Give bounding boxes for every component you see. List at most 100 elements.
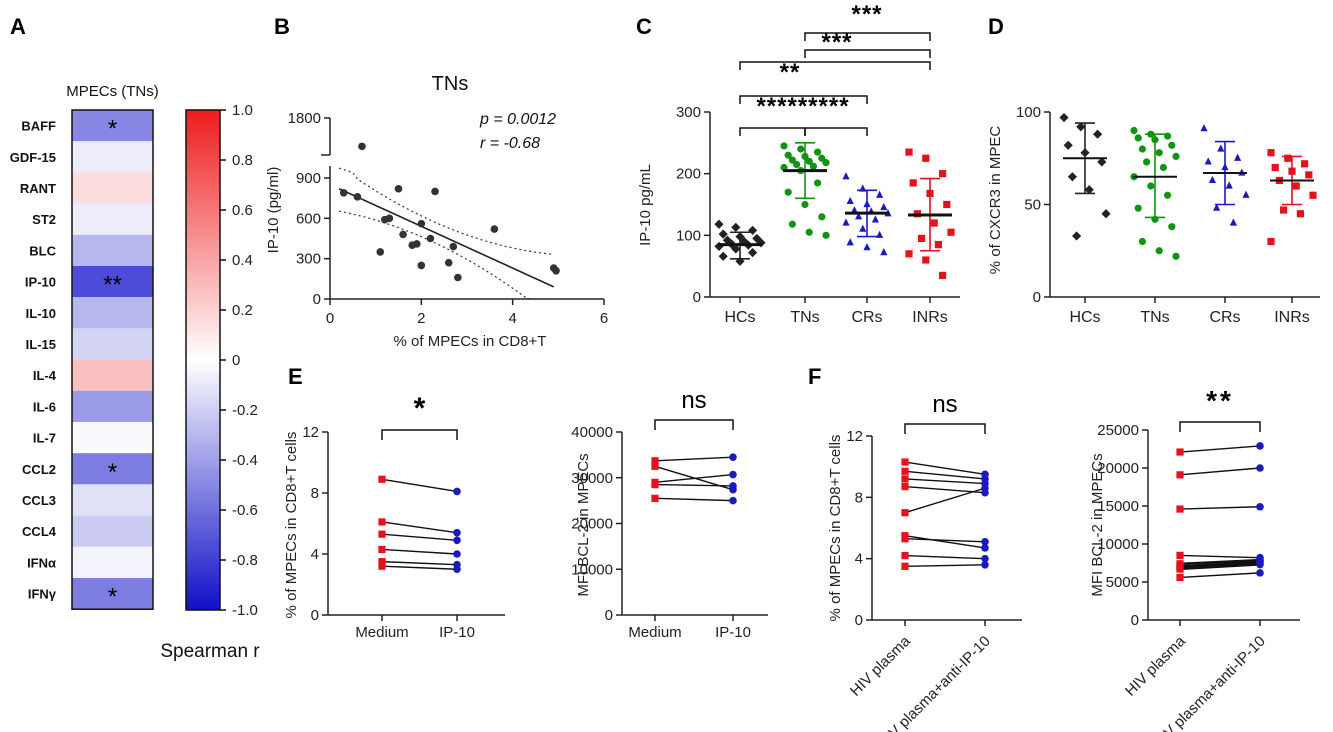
heatmap-row-label: IFNα bbox=[27, 555, 56, 570]
pd-point-tns bbox=[1138, 237, 1146, 246]
pd-point-tns bbox=[1155, 149, 1163, 157]
pd-point-hcs bbox=[1067, 172, 1077, 182]
heatmap-row-label: IFNγ bbox=[28, 587, 57, 602]
pc-x-tick-label: INRs bbox=[912, 309, 948, 326]
pc-y-axis-label: IP-10 pg/mL bbox=[637, 164, 654, 246]
pd-point-tns bbox=[1164, 191, 1172, 199]
pe1-point-before bbox=[378, 562, 386, 570]
pc-point-hcs bbox=[748, 225, 758, 235]
pf2-pair-line bbox=[1179, 558, 1261, 565]
pe1-y-tick-label: 4 bbox=[311, 546, 319, 563]
heatmap-cell bbox=[72, 546, 153, 578]
pc-point-inrs bbox=[930, 219, 938, 227]
pc-point-hcs bbox=[718, 229, 728, 239]
pf1-y-tick-label: 0 bbox=[855, 612, 863, 629]
pe1-pair-line bbox=[381, 478, 458, 493]
pf2-y-tick-label: 5000 bbox=[1106, 574, 1139, 591]
pc-sig-bracket bbox=[739, 61, 931, 70]
b-data-point bbox=[444, 258, 453, 267]
pd-point-hcs bbox=[1093, 129, 1103, 139]
panel-label-b: B bbox=[274, 14, 290, 39]
pc-point-tns bbox=[814, 179, 822, 187]
pc-y-tick-label: 300 bbox=[676, 104, 701, 121]
pe2-x-tick-label: Medium bbox=[628, 624, 681, 641]
pd-point-crs bbox=[1208, 175, 1216, 184]
pd-point-crs bbox=[1234, 153, 1242, 161]
heatmap-row-label: IL-4 bbox=[33, 368, 57, 383]
pf1-pair-line bbox=[904, 554, 986, 560]
pd-y-tick-label: 100 bbox=[1016, 104, 1041, 121]
b-data-point bbox=[385, 214, 394, 223]
pf1-pair-line bbox=[904, 538, 986, 543]
pc-point-crs bbox=[863, 243, 871, 251]
colorbar-tick-label: 0.2 bbox=[232, 302, 253, 319]
pe1-point-before bbox=[378, 545, 386, 554]
pe1-pair-line bbox=[381, 560, 458, 566]
pc-sig-stars: *** bbox=[821, 29, 852, 56]
pc-point-tns bbox=[784, 188, 792, 196]
panel-e-left-paired: 0 4 8 12 Medium IP-10 % of MPECs in CD8+T cell… bbox=[283, 392, 505, 641]
pe2-y-tick-label: 0 bbox=[605, 607, 613, 624]
pc-point-crs bbox=[871, 215, 879, 223]
pc-point-crs bbox=[859, 224, 867, 232]
pd-point-hcs bbox=[1097, 157, 1107, 167]
pf1-point-before bbox=[901, 467, 909, 475]
heatmap-significance: * bbox=[108, 584, 117, 611]
b-data-point bbox=[408, 241, 417, 250]
heatmap-cell bbox=[72, 203, 153, 235]
pc-point-inrs bbox=[918, 234, 926, 243]
pc-sig-stars: *** bbox=[851, 1, 882, 28]
panel-b-scatter: TNs 0 300 600 900 1800 0 2 4 6 % of MPECs in CD8+T… bbox=[265, 73, 608, 350]
pd-point-inrs bbox=[1280, 206, 1288, 214]
colorbar-tick-label: -0.6 bbox=[232, 502, 258, 519]
pc-point-crs bbox=[880, 248, 888, 256]
colorbar-tick-label: -0.2 bbox=[232, 402, 258, 419]
pc-point-inrs bbox=[905, 250, 913, 258]
pc-point-tns bbox=[805, 157, 813, 165]
pc-point-crs bbox=[846, 196, 854, 205]
pf2-y-tick-label: 15000 bbox=[1097, 498, 1139, 515]
pd-point-inrs bbox=[1284, 154, 1292, 162]
pe1-x-tick-label: Medium bbox=[355, 624, 408, 641]
pd-point-hcs bbox=[1076, 122, 1086, 132]
pf2-point-before bbox=[1176, 471, 1184, 479]
pf1-pair-line bbox=[904, 564, 986, 568]
pc-point-crs bbox=[850, 206, 858, 214]
pc-point-crs bbox=[876, 230, 884, 238]
pf2-pair-line bbox=[1179, 563, 1261, 571]
pf2-point-after bbox=[1256, 442, 1264, 450]
heatmap-row-label: IP-10 bbox=[25, 275, 56, 290]
pf1-point-after bbox=[981, 544, 989, 552]
pf2-pair-line bbox=[1179, 467, 1261, 476]
b-data-point bbox=[376, 248, 385, 256]
pd-point-crs bbox=[1238, 168, 1246, 176]
pf2-pair-line bbox=[1179, 560, 1261, 568]
b-data-point bbox=[426, 234, 435, 243]
pf2-point-after bbox=[1256, 464, 1264, 472]
pf2-point-before bbox=[1176, 551, 1184, 559]
heatmap-row-label: IL-10 bbox=[26, 306, 56, 321]
pe2-y-tick-label: 10000 bbox=[571, 561, 613, 578]
pd-point-hcs bbox=[1059, 112, 1069, 123]
b-p-value: p = 0.0012 bbox=[479, 111, 556, 128]
pf2-y-axis-label: MFI BCL-2 in MPECs bbox=[1089, 453, 1106, 596]
pc-sig-bracket bbox=[804, 32, 931, 41]
pc-point-tns bbox=[788, 220, 797, 228]
pc-point-tns bbox=[822, 158, 830, 167]
pe1-x-tick-label: IP-10 bbox=[439, 624, 475, 641]
pe1-sig-bracket bbox=[381, 429, 458, 440]
pc-point-inrs bbox=[947, 228, 955, 236]
pd-point-inrs bbox=[1271, 163, 1279, 172]
pd-y-tick-label: 50 bbox=[1024, 197, 1041, 214]
pd-y-tick-label: 0 bbox=[1033, 289, 1041, 306]
heatmap-significance: * bbox=[108, 459, 117, 486]
panel-e-right-paired: 0 10000 20000 30000 40000 Medium IP-10 MFI BCL-… bbox=[571, 387, 768, 641]
pd-point-tns bbox=[1172, 252, 1180, 260]
pf2-pair-line bbox=[1179, 572, 1261, 579]
pf2-point-before bbox=[1176, 505, 1184, 513]
pd-point-tns bbox=[1172, 152, 1180, 160]
pe2-pair-line bbox=[654, 456, 734, 462]
pc-point-crs bbox=[842, 218, 850, 226]
